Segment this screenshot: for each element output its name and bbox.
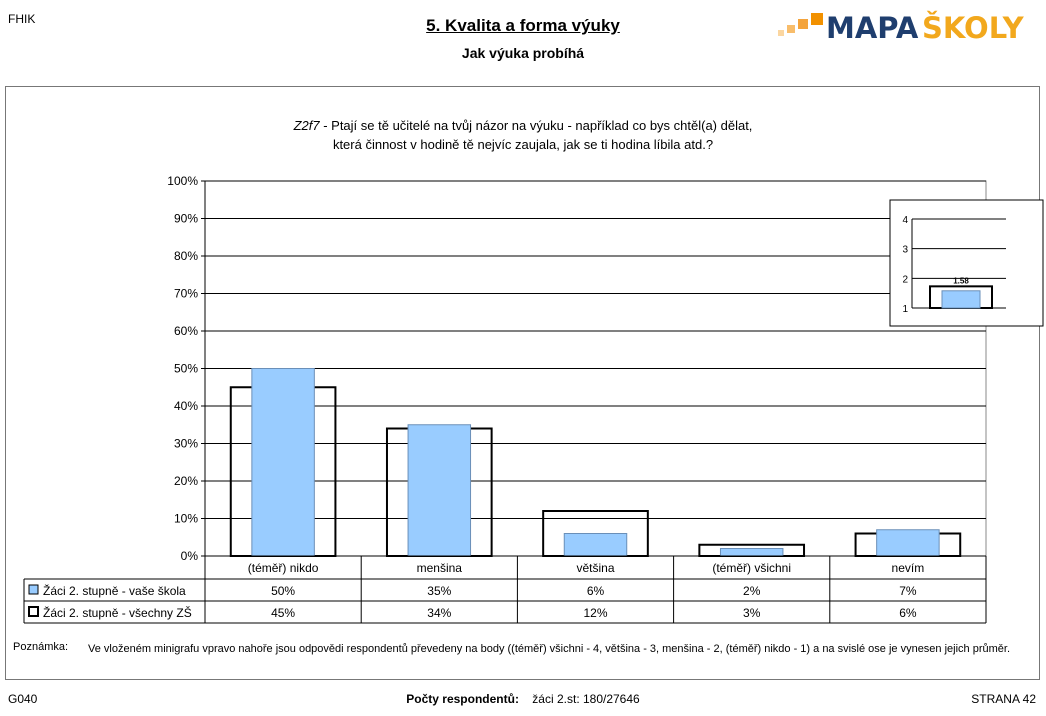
y-tick-label: 40% — [174, 399, 198, 413]
y-tick-label: 50% — [174, 362, 198, 376]
logo-square — [787, 25, 795, 33]
inset-y-tick-label: 2 — [902, 274, 908, 285]
inset-minichart: 1 2 3 4 1.58 — [889, 199, 1044, 327]
inset-y-tick-label: 4 — [902, 215, 908, 226]
note-text: Ve vloženém minigrafu vpravo nahoře jsou… — [88, 643, 1011, 655]
bar-your-school — [251, 368, 315, 557]
bar-your-school — [719, 548, 784, 557]
legend-swatch — [28, 606, 39, 617]
data-cell: 12% — [583, 606, 607, 620]
y-tick-label: 70% — [174, 287, 198, 301]
inset-y-tick-label: 3 — [902, 245, 908, 256]
logo-square — [778, 30, 784, 36]
x-category-label: menšina — [417, 561, 463, 575]
data-table: (téměř) nikdo menšina většina (téměř) všich… — [23, 555, 987, 624]
report-code: FHIK — [8, 12, 36, 26]
x-category-label: (téměř) nikdo — [248, 561, 319, 575]
data-cell: 7% — [899, 584, 917, 598]
respondents-label: Počty respondentů: — [406, 692, 519, 706]
y-tick-label: 100% — [167, 174, 198, 188]
bar-your-school — [407, 424, 472, 557]
data-cell: 2% — [743, 584, 761, 598]
bars — [229, 368, 962, 557]
x-category-label: většina — [576, 561, 614, 575]
x-category-label: (téměř) všichni — [712, 561, 791, 575]
y-tick-label: 60% — [174, 324, 198, 338]
legend-label: Žáci 2. stupně - všechny ZŠ — [43, 605, 192, 620]
logo-square — [811, 13, 823, 25]
y-tick-label: 30% — [174, 437, 198, 451]
footer-respondents: Počty respondentů: žáci 2.st: 180/27646 — [0, 692, 1046, 706]
question-line-1-text: - Ptají se tě učitelé na tvůj názor na v… — [319, 118, 753, 133]
mapa-skoly-logo: MAPA ŠKOLY — [778, 11, 1025, 44]
data-cell: 50% — [271, 584, 295, 598]
legend-label: Žáci 2. stupně - vaše škola — [43, 583, 186, 598]
question-line-1: Z2f7 - Ptají se tě učitelé na tvůj názor… — [0, 116, 1046, 135]
respondents-value: žáci 2.st: 180/27646 — [532, 692, 640, 706]
note-label: Poznámka: — [13, 641, 69, 653]
grid-lines — [201, 180, 987, 557]
bar-your-school — [876, 529, 940, 557]
inset-bar-your-school — [941, 290, 981, 309]
inset-y-tick-label: 1 — [902, 304, 908, 315]
legend-swatch — [28, 584, 39, 595]
y-tick-label: 80% — [174, 249, 198, 263]
data-cell: 3% — [743, 606, 761, 620]
data-cell: 6% — [587, 584, 605, 598]
logo-text-skoly: ŠKOLY — [922, 11, 1025, 44]
inset-value-label: 1.58 — [953, 276, 969, 285]
y-axis-ticks: 0% 10% 20% 30% 40% 50% 60% 70% 80% 90% 100% — [167, 174, 198, 563]
footer-code: G040 — [8, 692, 38, 706]
question-code: Z2f7 — [293, 118, 320, 133]
page-subtitle: Jak výuka probíhá — [461, 45, 585, 61]
y-tick-label: 10% — [174, 512, 198, 526]
data-cell: 34% — [427, 606, 451, 620]
logo-text-mapa: MAPA — [826, 11, 919, 44]
data-cell: 45% — [271, 606, 295, 620]
y-tick-label: 90% — [174, 212, 198, 226]
question-text: Z2f7 - Ptají se tě učitelé na tvůj názor… — [0, 116, 1046, 154]
logo-square — [798, 19, 808, 29]
page-number: STRANA 42 — [971, 692, 1036, 706]
chart-frame — [5, 86, 1040, 680]
y-tick-label: 0% — [181, 549, 199, 563]
page-title: 5. Kvalita a forma výuky — [426, 16, 620, 35]
data-cell: 6% — [899, 606, 917, 620]
x-category-label: nevím — [892, 561, 925, 575]
bar-your-school — [563, 533, 628, 557]
question-line-2: která činnost v hodině tě nejvíc zaujala… — [332, 137, 714, 152]
y-tick-label: 20% — [174, 474, 198, 488]
data-cell: 35% — [427, 584, 451, 598]
